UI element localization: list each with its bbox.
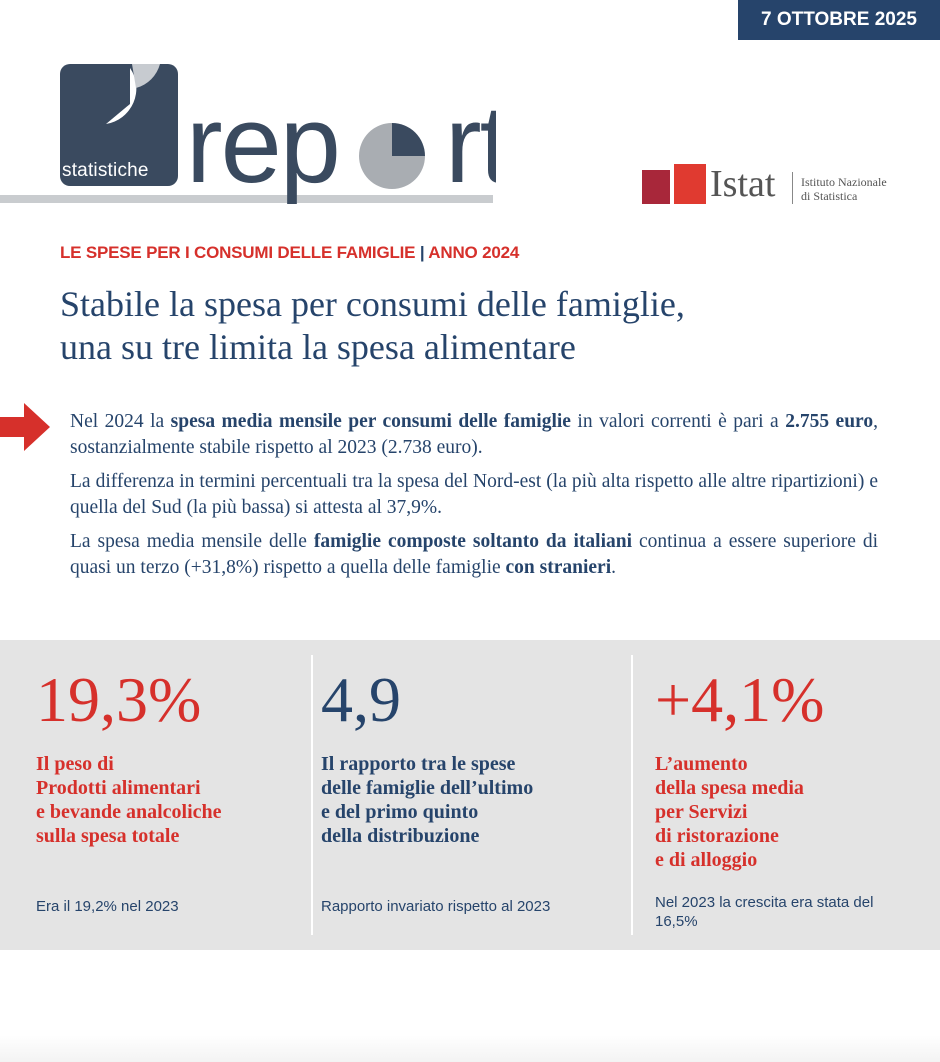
p1-text-a: Nel 2024 la [70,411,171,432]
p3-bold-a: famiglie composte soltanto da italiani [313,531,633,552]
istat-divider [792,172,793,204]
key-figure-desc-line: e di alloggio [655,849,758,871]
key-figures-panel [0,640,940,950]
page-bottom-fade [0,1035,940,1062]
key-figure-2: 4,9 Il rapporto tra le spese delle famig… [321,665,621,848]
key-figure-1: 19,3% Il peso di Prodotti alimentari e b… [36,665,306,848]
key-figure-desc-line: e bevande analcoliche [36,801,222,823]
report-o-pie-icon [359,123,425,189]
p1-bold-a: spesa media mensile per consumi delle fa… [170,411,571,432]
p3-bold-b: con stranieri [505,557,612,578]
key-figure-note: Rapporto invariato rispetto al 2023 [321,898,551,915]
summary-paragraph-3: La spesa media mensile delle famiglie co… [70,529,878,581]
key-figure-description: Il rapporto tra le spese delle famiglie … [321,752,621,848]
summary-paragraph-1: Nel 2024 la spesa media mensile per cons… [70,409,878,461]
key-figure-desc-line: della distribuzione [321,825,480,847]
key-figure-desc-line: di ristorazione [655,825,779,847]
istat-subtitle-line2: di Statistica [801,189,858,203]
logo-statistiche: statistiche [62,160,149,181]
key-figure-desc-line: L’aumento [655,753,748,775]
key-figure-desc-line: sulla spesa totale [36,825,180,847]
istat-subtitle-line1: Istituto Nazionale [801,175,887,189]
key-figure-desc-line: per Servizi [655,801,748,823]
date-banner: 7 OTTOBRE 2025 [738,0,940,40]
key-figure-desc-line: della spesa media [655,777,804,799]
key-figure-value: 4,9 [321,664,401,735]
panel-divider [631,655,633,935]
headline-line2: una su tre limita la spesa alimentare [60,327,576,367]
report-wordmark-pie-icon: rep rt [186,84,496,204]
p1-text-b: in valori correnti è pari a [570,411,786,432]
istat-subtitle: Istituto Nazionale di Statistica [801,175,887,203]
summary-paragraph-2: La differenza in termini percentuali tra… [70,471,878,518]
key-figure-desc-line: delle famiglie dell’ultimo [321,777,534,799]
panel-divider [311,655,313,935]
kicker-year: ANNO 2024 [428,243,520,262]
report-wordmark: rep rt [186,84,496,204]
p3-text-a: La spesa media mensile delle [70,531,314,552]
key-figure-desc-line: Il rapporto tra le spese [321,753,516,775]
kicker: LE SPESE PER I CONSUMI DELLE FAMIGLIE | … [60,243,519,263]
istat-wordmark: Istat [710,163,776,205]
p1-text-c: , sostanzialmente stabile rispetto al 20… [70,411,878,458]
kicker-separator: | [415,243,429,262]
key-figure-value: 19,3% [36,664,202,735]
istat-logo-icon [642,164,706,204]
key-figure-note-line: 16,5% [655,913,698,930]
logo-rule [0,195,493,203]
key-figure-desc-line: Il peso di [36,753,114,775]
key-figure-desc-line: e del primo quinto [321,801,479,823]
publication-date: 7 OTTOBRE 2025 [761,9,917,30]
key-figure-value: +4,1% [655,664,825,735]
key-figure-note-line: Nel 2023 la crescita era stata del [655,894,874,911]
p3-text-c: . [611,557,617,578]
headline-line1: Stabile la spesa per consumi delle famig… [60,284,685,324]
p1-bold-b: 2.755 euro [785,411,874,432]
key-figure-desc-line: Prodotti alimentari [36,777,201,799]
pie-chart-icon [106,64,160,124]
key-figure-note: Era il 19,2% nel 2023 [36,898,179,915]
p3-text-b: continua a essere superiore di quasi un … [70,531,878,578]
key-figure-description: Il peso di Prodotti alimentari e bevande… [36,752,306,848]
key-figure-3: +4,1% L’aumento della spesa media per Se… [655,665,925,872]
summary-text: Nel 2024 la spesa media mensile per cons… [70,409,878,589]
kicker-topic: LE SPESE PER I CONSUMI DELLE FAMIGLIE [60,243,416,262]
key-figure-description: L’aumento della spesa media per Servizi … [655,752,925,872]
right-arrow-icon [0,403,50,451]
key-figure-note: Nel 2023 la crescita era stata del 16,5% [655,893,925,931]
headline: Stabile la spesa per consumi delle famig… [60,283,920,369]
logo-box [60,64,178,186]
